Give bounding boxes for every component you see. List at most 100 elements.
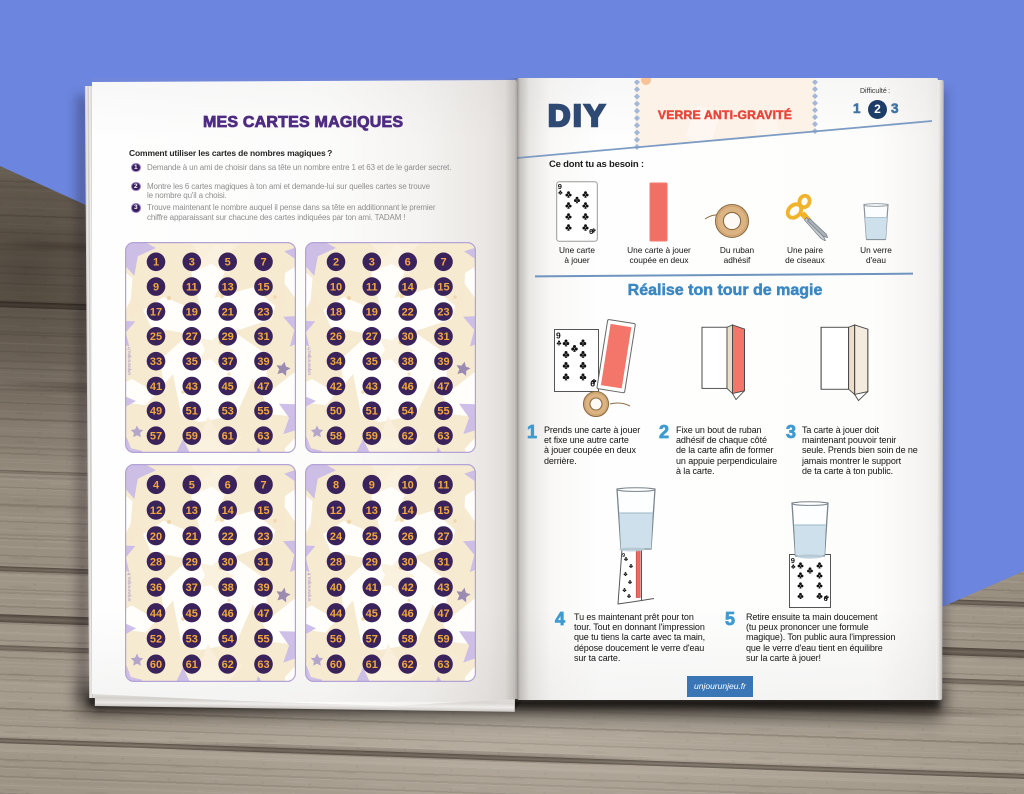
svg-text:40: 40 (330, 582, 342, 594)
svg-text:61: 61 (366, 659, 378, 671)
svg-text:21: 21 (186, 531, 198, 543)
svg-text:26: 26 (402, 531, 414, 543)
svg-text:62: 62 (402, 659, 414, 671)
svg-text:unjourunjeu.fr: unjourunjeu.fr (127, 572, 132, 601)
svg-text:45: 45 (186, 608, 198, 620)
svg-text:58: 58 (330, 431, 342, 443)
svg-text:25: 25 (366, 531, 378, 543)
svg-text:11: 11 (438, 479, 450, 491)
svg-text:43: 43 (186, 381, 198, 393)
svg-text:43: 43 (437, 582, 449, 594)
svg-text:42: 42 (402, 582, 414, 594)
svg-text:60: 60 (150, 659, 162, 671)
svg-text:9: 9 (153, 282, 159, 294)
svg-text:27: 27 (366, 331, 378, 343)
svg-text:61: 61 (222, 431, 234, 443)
svg-text:42: 42 (330, 381, 342, 393)
svg-text:63: 63 (437, 431, 449, 443)
svg-text:12: 12 (330, 505, 342, 517)
svg-text:21: 21 (222, 306, 234, 318)
svg-text:57: 57 (150, 431, 162, 443)
svg-text:51: 51 (186, 406, 198, 418)
svg-text:13: 13 (186, 505, 198, 517)
svg-text:55: 55 (257, 406, 269, 418)
svg-text:28: 28 (150, 556, 162, 568)
svg-text:26: 26 (330, 331, 342, 343)
svg-text:33: 33 (150, 356, 162, 368)
svg-text:10: 10 (402, 479, 414, 491)
svg-text:31: 31 (257, 331, 269, 343)
svg-text:47: 47 (437, 381, 449, 393)
svg-text:9: 9 (558, 182, 562, 191)
svg-text:5: 5 (225, 257, 231, 269)
svg-text:7: 7 (260, 479, 266, 491)
svg-text:12: 12 (150, 505, 162, 517)
svg-text:45: 45 (366, 608, 378, 620)
svg-text:56: 56 (330, 633, 342, 645)
svg-text:59: 59 (186, 431, 198, 443)
svg-text:9: 9 (622, 553, 625, 559)
svg-text:41: 41 (366, 582, 378, 594)
svg-text:58: 58 (402, 633, 414, 645)
svg-text:15: 15 (257, 282, 269, 294)
svg-text:39: 39 (257, 582, 269, 594)
svg-text:15: 15 (257, 505, 269, 517)
svg-text:7: 7 (260, 257, 266, 269)
svg-text:57: 57 (366, 633, 378, 645)
svg-text:unjourunjeu.fr: unjourunjeu.fr (127, 346, 132, 375)
svg-text:23: 23 (437, 306, 449, 318)
svg-text:19: 19 (186, 306, 198, 318)
svg-text:25: 25 (150, 331, 162, 343)
svg-text:15: 15 (437, 282, 449, 294)
svg-text:31: 31 (437, 556, 449, 568)
svg-text:23: 23 (257, 531, 269, 543)
svg-text:13: 13 (222, 282, 234, 294)
svg-text:54: 54 (402, 406, 415, 418)
svg-text:46: 46 (222, 608, 234, 620)
svg-text:9: 9 (791, 556, 795, 565)
svg-text:17: 17 (150, 306, 162, 318)
svg-text:29: 29 (366, 556, 378, 568)
svg-text:59: 59 (366, 431, 378, 443)
svg-text:14: 14 (402, 505, 415, 517)
svg-text:63: 63 (257, 431, 269, 443)
svg-text:59: 59 (437, 633, 449, 645)
svg-text:27: 27 (437, 531, 449, 543)
svg-text:49: 49 (150, 406, 162, 418)
svg-text:52: 52 (150, 633, 162, 645)
svg-text:41: 41 (150, 381, 162, 393)
svg-text:37: 37 (186, 582, 198, 594)
svg-text:2: 2 (333, 257, 339, 269)
svg-text:53: 53 (186, 633, 198, 645)
svg-text:9: 9 (556, 331, 561, 341)
svg-text:3: 3 (369, 257, 375, 269)
svg-text:9: 9 (824, 594, 828, 603)
svg-text:47: 47 (257, 608, 269, 620)
svg-text:50: 50 (330, 406, 342, 418)
svg-text:10: 10 (330, 282, 342, 294)
svg-text:9: 9 (590, 379, 595, 389)
svg-text:29: 29 (222, 331, 234, 343)
svg-text:62: 62 (402, 431, 414, 443)
svg-text:15: 15 (437, 505, 449, 517)
svg-text:29: 29 (186, 556, 198, 568)
svg-text:5: 5 (189, 479, 195, 491)
svg-text:47: 47 (257, 381, 269, 393)
svg-text:9: 9 (369, 479, 375, 491)
svg-text:45: 45 (222, 381, 234, 393)
svg-text:1: 1 (153, 257, 159, 269)
svg-text:53: 53 (222, 406, 234, 418)
svg-text:6: 6 (405, 257, 411, 269)
svg-text:11: 11 (186, 282, 198, 294)
svg-text:46: 46 (402, 381, 414, 393)
svg-text:39: 39 (437, 356, 449, 368)
svg-text:35: 35 (366, 356, 378, 368)
svg-text:18: 18 (330, 306, 342, 318)
svg-text:13: 13 (366, 505, 378, 517)
svg-text:unjourunjeu.fr: unjourunjeu.fr (307, 572, 312, 601)
svg-text:28: 28 (330, 556, 342, 568)
svg-text:61: 61 (186, 659, 198, 671)
svg-text:22: 22 (222, 531, 234, 543)
svg-text:19: 19 (366, 306, 378, 318)
svg-text:4: 4 (153, 479, 160, 491)
